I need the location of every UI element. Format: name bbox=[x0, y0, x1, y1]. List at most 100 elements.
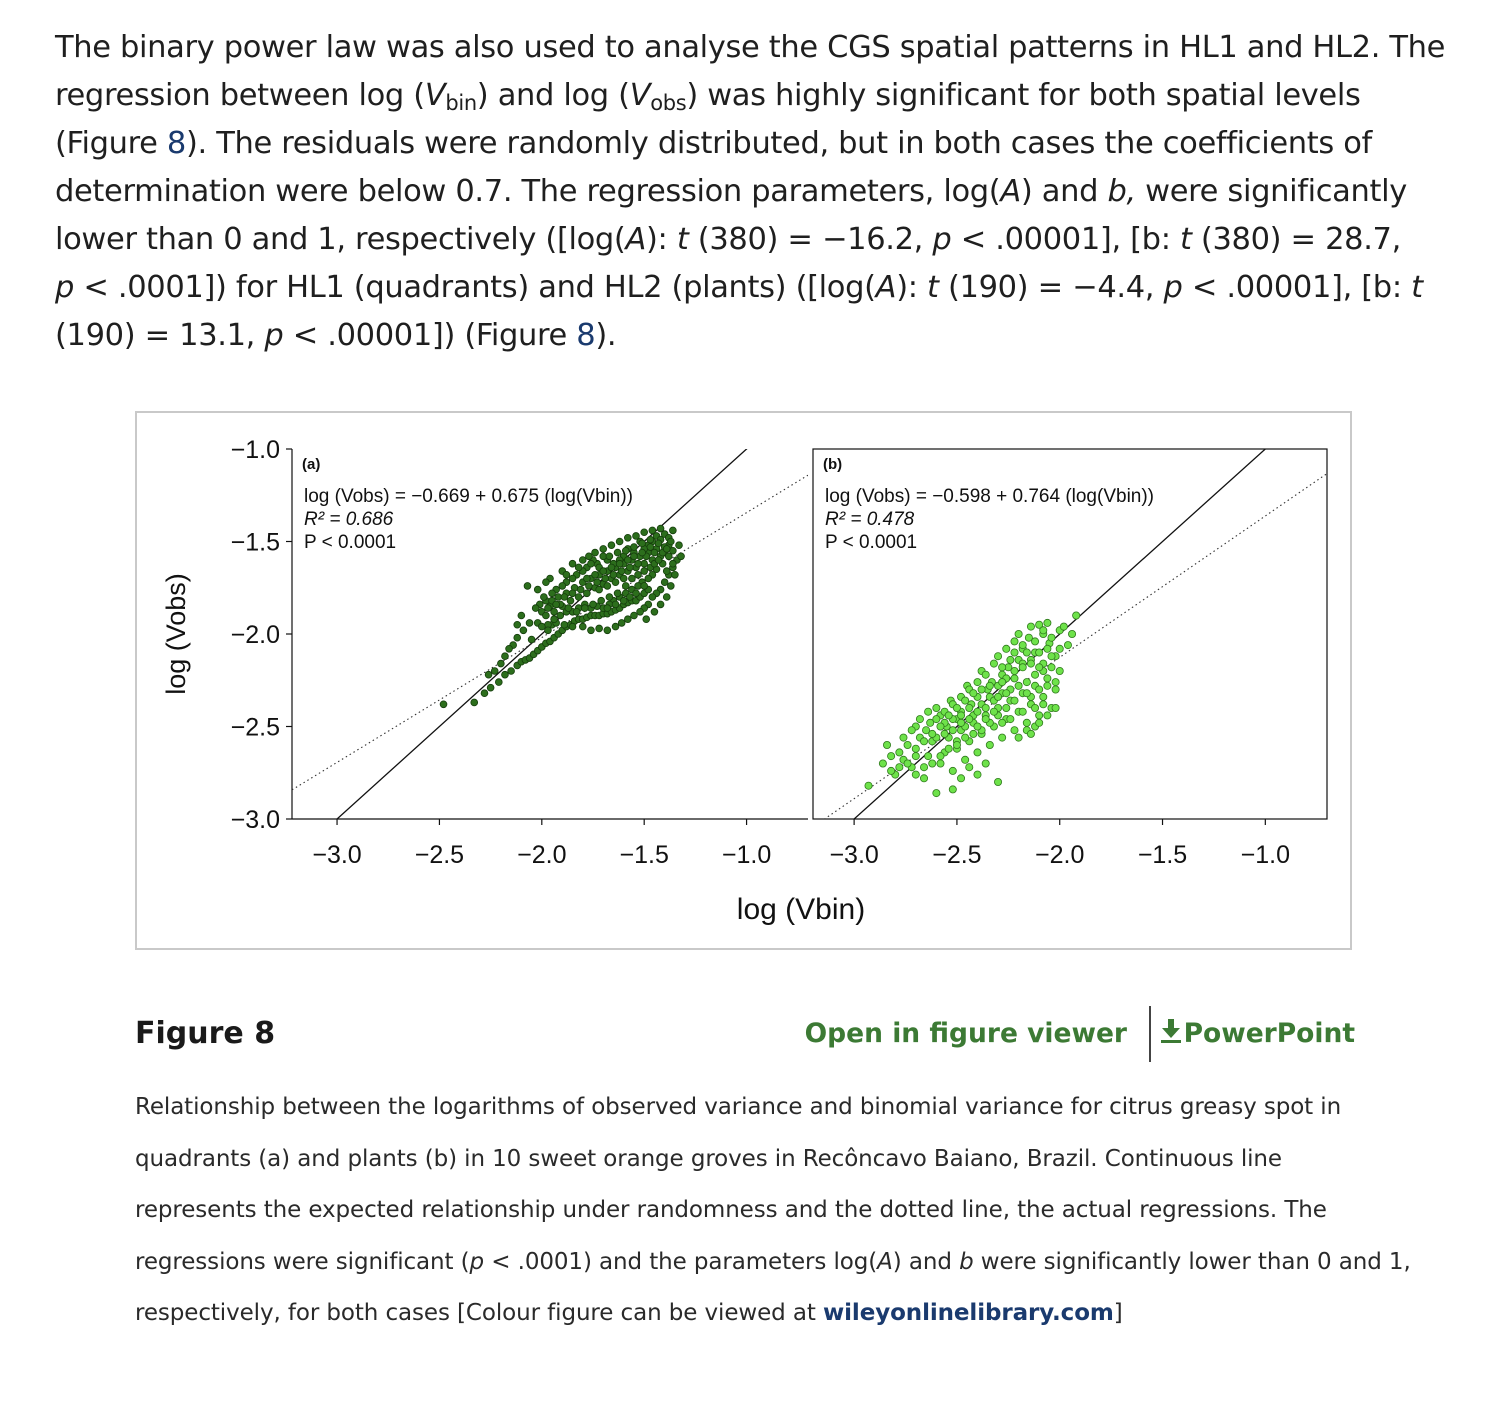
data-point bbox=[589, 600, 597, 609]
x-tick-label: −3.0 bbox=[312, 841, 361, 869]
x-tick-label: −2.5 bbox=[415, 841, 464, 869]
data-point bbox=[985, 681, 994, 690]
data-point bbox=[583, 589, 591, 598]
data-point bbox=[495, 678, 503, 686]
data-point bbox=[973, 722, 982, 731]
data-point bbox=[907, 726, 916, 735]
data-point bbox=[497, 659, 505, 668]
open-in-figure-viewer-link[interactable]: Open in figure viewer bbox=[804, 1018, 1127, 1049]
data-point bbox=[628, 574, 636, 583]
data-point bbox=[542, 578, 550, 587]
data-point bbox=[940, 729, 949, 738]
data-point bbox=[961, 755, 970, 764]
data-point bbox=[1002, 689, 1011, 698]
data-point bbox=[601, 574, 610, 583]
text-run: respectively, for both cases [Colour fig… bbox=[135, 1300, 823, 1326]
data-point bbox=[632, 589, 640, 598]
data-point bbox=[630, 543, 638, 551]
data-point bbox=[948, 726, 957, 735]
data-point bbox=[1018, 663, 1027, 672]
data-point bbox=[911, 744, 920, 753]
data-point bbox=[613, 589, 622, 598]
data-point bbox=[911, 752, 920, 761]
data-point bbox=[626, 563, 634, 572]
data-point bbox=[599, 545, 608, 553]
text-run: ) and log ( bbox=[476, 78, 630, 113]
y-tick-label: −3.0 bbox=[231, 806, 280, 834]
data-point bbox=[632, 532, 640, 540]
data-point bbox=[932, 789, 941, 798]
text-run: < .00001]) (Figure bbox=[283, 318, 577, 353]
italic-text: p bbox=[932, 222, 952, 257]
data-point bbox=[624, 615, 632, 624]
italic-text: p bbox=[469, 1248, 485, 1275]
data-point bbox=[544, 604, 552, 612]
data-point bbox=[595, 585, 603, 594]
data-point bbox=[611, 622, 620, 631]
data-point bbox=[501, 652, 509, 661]
data-point bbox=[638, 548, 646, 557]
inline-link[interactable]: 8 bbox=[166, 126, 186, 161]
data-point bbox=[671, 571, 679, 579]
data-point bbox=[667, 537, 675, 546]
data-point bbox=[924, 752, 933, 761]
data-point bbox=[998, 663, 1007, 672]
x-tick-label: −1.5 bbox=[620, 841, 669, 869]
data-point bbox=[977, 685, 986, 694]
data-point bbox=[1006, 715, 1015, 724]
text-run: ] bbox=[1113, 1300, 1123, 1326]
data-point bbox=[1010, 674, 1019, 683]
data-point bbox=[1072, 611, 1081, 620]
italic-text: t bbox=[1411, 270, 1423, 305]
data-point bbox=[1039, 626, 1048, 635]
data-point bbox=[587, 559, 595, 568]
figure-8-chart: −1.0 −1.5 −2.0 −2.5 −3.0 log (Vobs) log (Vbin)… bbox=[161, 436, 1328, 926]
data-point bbox=[550, 615, 558, 624]
data-point bbox=[924, 707, 933, 716]
data-point bbox=[603, 582, 612, 590]
download-arrow-icon bbox=[1160, 1018, 1182, 1051]
y-tick-label: −2.5 bbox=[231, 714, 280, 742]
inline-link[interactable]: 8 bbox=[576, 318, 596, 353]
data-point bbox=[574, 563, 583, 572]
data-point bbox=[1022, 689, 1031, 698]
data-point bbox=[1043, 674, 1052, 683]
powerpoint-download-link[interactable]: PowerPoint bbox=[1160, 1018, 1355, 1051]
data-point bbox=[1018, 707, 1027, 716]
data-point bbox=[928, 729, 937, 738]
italic-text: p bbox=[1163, 270, 1183, 305]
data-point bbox=[1002, 703, 1011, 712]
data-point bbox=[965, 715, 974, 724]
data-point bbox=[542, 611, 550, 620]
text-run: ) and bbox=[1020, 174, 1108, 209]
data-point bbox=[599, 567, 608, 575]
text-run: < .00001], [b: bbox=[1182, 270, 1412, 305]
data-point bbox=[630, 552, 638, 561]
data-point bbox=[662, 593, 671, 601]
data-point bbox=[513, 633, 522, 642]
x-tick-label: −2.0 bbox=[1035, 841, 1084, 869]
data-point bbox=[981, 715, 990, 724]
text-run: < .0001]) for HL1 (quadrants) and HL2 (p… bbox=[74, 270, 876, 305]
figure-image: −1.0 −1.5 −2.0 −2.5 −3.0 log (Vobs) log (Vbin)… bbox=[135, 411, 1352, 950]
inline-link[interactable]: wileyonlinelibrary.com bbox=[822, 1300, 1114, 1326]
data-point bbox=[646, 535, 655, 544]
y-tick-label: −1.0 bbox=[231, 436, 280, 464]
data-point bbox=[617, 619, 626, 627]
data-point bbox=[615, 559, 624, 568]
italic-text: b, bbox=[1107, 174, 1136, 209]
italic-text: V bbox=[424, 78, 446, 113]
data-point bbox=[1026, 729, 1035, 738]
data-point bbox=[650, 608, 659, 616]
text-line: represents the expected relationship und… bbox=[135, 1185, 1375, 1237]
data-point bbox=[656, 600, 665, 609]
data-point bbox=[926, 718, 935, 727]
data-point bbox=[1055, 666, 1064, 675]
data-point bbox=[634, 559, 642, 568]
data-point bbox=[585, 582, 593, 590]
data-point bbox=[517, 611, 526, 620]
data-point bbox=[1031, 670, 1040, 679]
data-point bbox=[1043, 644, 1052, 653]
data-point bbox=[662, 567, 671, 575]
data-point bbox=[1031, 637, 1040, 646]
